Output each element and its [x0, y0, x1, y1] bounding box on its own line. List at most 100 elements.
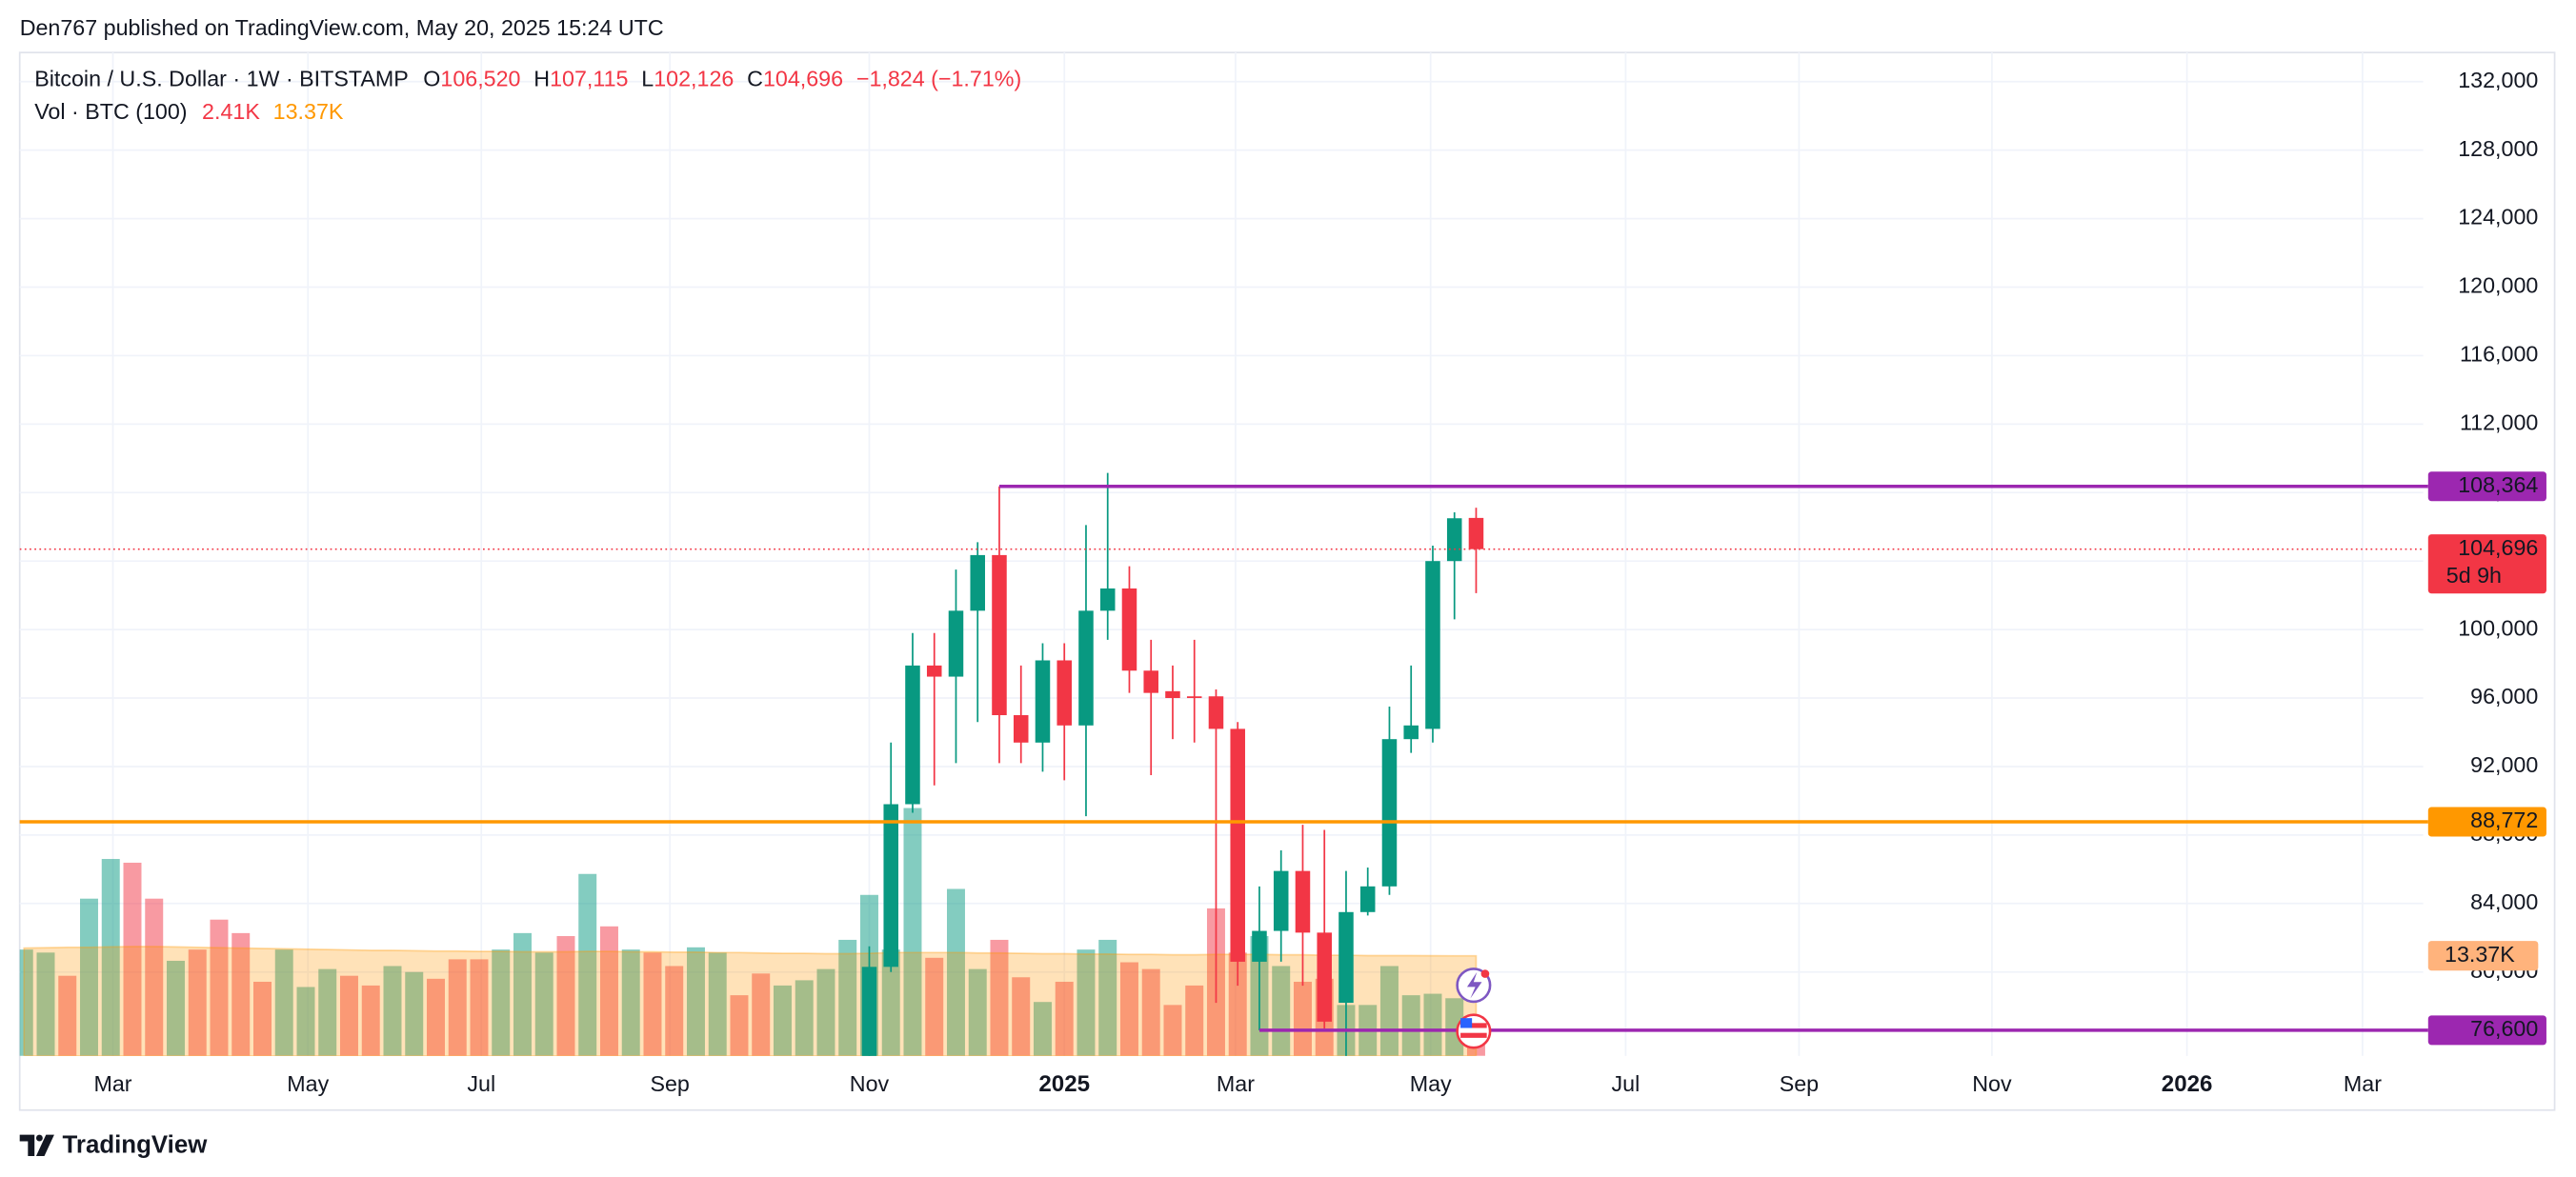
- candle-body: [883, 804, 898, 968]
- legend-label: C: [747, 67, 763, 91]
- logo-mark: [19, 1134, 35, 1157]
- y-tick-label: 128,000: [2458, 136, 2538, 161]
- volume-bar: [556, 936, 575, 1056]
- legend-label: O: [423, 67, 440, 91]
- volume-bar: [383, 966, 402, 1056]
- y-tick-label: 124,000: [2458, 205, 2538, 229]
- candle-body: [1273, 870, 1289, 931]
- volume-bar: [1055, 981, 1074, 1056]
- candle-body: [1317, 932, 1332, 1022]
- volume-bar: [1379, 966, 1399, 1056]
- lightning-icon: [1466, 971, 1482, 999]
- publish-header: Den767 published on TradingView.com, May…: [20, 15, 664, 40]
- volume-bar: [427, 978, 445, 1056]
- volume-bar: [990, 939, 1009, 1056]
- candle-body: [861, 967, 877, 1056]
- volume-bar: [752, 973, 771, 1056]
- volume-bar: [665, 966, 684, 1056]
- volume-bar: [1185, 985, 1204, 1056]
- volume-bar: [1293, 981, 1312, 1056]
- logo-mark: [35, 1134, 43, 1142]
- flag-canton: [1460, 1018, 1473, 1028]
- volume-bar: [1077, 949, 1096, 1056]
- x-tick-label: Sep: [650, 1071, 689, 1096]
- overlay: Mar May Jul Sep Nov 2025 Mar May Jul Sep Nov 2026 Ma…: [19, 68, 2546, 1097]
- candle-body: [1035, 660, 1051, 743]
- volume-bar: [946, 888, 965, 1056]
- candle-body: [1099, 588, 1116, 611]
- volume-bar: [253, 981, 272, 1056]
- flag-stripe: [1460, 1023, 1487, 1028]
- x-tick-label: Jul: [467, 1071, 495, 1096]
- x-tick-label: 2026: [2162, 1071, 2213, 1097]
- plot-area: [19, 472, 2424, 1056]
- legend-label: H: [533, 67, 550, 91]
- symbol-title: Bitcoin / U.S. Dollar · 1W · BITSTAMP: [34, 67, 409, 91]
- volume-bar: [1445, 998, 1464, 1056]
- candle-body: [1359, 886, 1376, 912]
- volume-bar: [881, 949, 900, 1056]
- legend-line: Bitcoin / U.S. Dollar · 1W · BITSTAMP O 10…: [34, 67, 1021, 91]
- volume-bar: [80, 898, 98, 1056]
- volume-bar: [340, 975, 358, 1056]
- volume-bar: [599, 926, 618, 1056]
- legend-value: 104,696: [763, 67, 843, 91]
- candle-body: [1295, 870, 1311, 933]
- candle-body: [1208, 696, 1224, 729]
- candle-body: [1078, 610, 1094, 726]
- x-tick-label: Nov: [1972, 1071, 2012, 1096]
- y-tick-label: 100,000: [2458, 615, 2538, 640]
- volume-ma-label: 13.37K: [2445, 942, 2515, 967]
- volume-bar: [534, 952, 553, 1056]
- volume-ma-box: [2427, 941, 2539, 971]
- volume-bar: [448, 959, 467, 1056]
- y-tick-label: 92,000: [2470, 752, 2538, 777]
- volume-bar: [621, 949, 640, 1056]
- y-tick-label: 96,000: [2470, 684, 2538, 708]
- volume-bar: [795, 980, 814, 1056]
- candle-body: [1013, 715, 1029, 743]
- volume-bar: [816, 968, 835, 1056]
- volume-bar: [19, 949, 33, 1056]
- volume-bar: [1401, 995, 1420, 1056]
- candle-body: [1143, 670, 1158, 693]
- candle-body: [1057, 660, 1072, 726]
- candle-body: [1425, 561, 1440, 729]
- brand-name: TradingView: [63, 1131, 209, 1158]
- x-tick-label: Mar: [1217, 1071, 1255, 1096]
- candle-body: [1165, 690, 1180, 699]
- volume-bar: [123, 862, 142, 1056]
- volume-bar: [513, 932, 532, 1056]
- candle-body: [992, 554, 1007, 716]
- level-label-box: [2427, 807, 2546, 837]
- volume-bar: [903, 808, 922, 1056]
- volume-bar: [492, 949, 511, 1056]
- legend-value: 107,115: [550, 67, 628, 91]
- volume-bar: [1098, 939, 1117, 1056]
- volume-bar: [578, 873, 597, 1056]
- legend-change: −1,824 (−1.71%): [856, 67, 1021, 91]
- volume-legend: Vol · BTC (100) 2.41K 13.37K: [34, 99, 344, 124]
- notify-dot: [1480, 969, 1490, 978]
- volume-bar: [210, 919, 229, 1056]
- level-label: 108,364: [2458, 472, 2538, 497]
- volume-bar: [188, 949, 207, 1056]
- volume-bar: [101, 859, 120, 1056]
- y-tick-label: 84,000: [2470, 889, 2538, 914]
- brand-logo: [19, 1134, 54, 1157]
- y-tick-label: 120,000: [2458, 273, 2538, 298]
- volume-title: Vol · BTC (100): [34, 99, 187, 124]
- flag-stripe: [1460, 1032, 1487, 1038]
- legend-label: L: [641, 67, 654, 91]
- volume-bar: [643, 952, 662, 1056]
- level-label-box: [2427, 471, 2546, 502]
- candle-body: [1230, 728, 1245, 962]
- volume-bar: [405, 971, 424, 1056]
- volume-bar: [1033, 1002, 1052, 1056]
- volume-bar: [1119, 962, 1138, 1056]
- x-tick-label: Mar: [93, 1071, 131, 1096]
- volume-bar: [58, 975, 77, 1056]
- volume-bar: [274, 949, 293, 1056]
